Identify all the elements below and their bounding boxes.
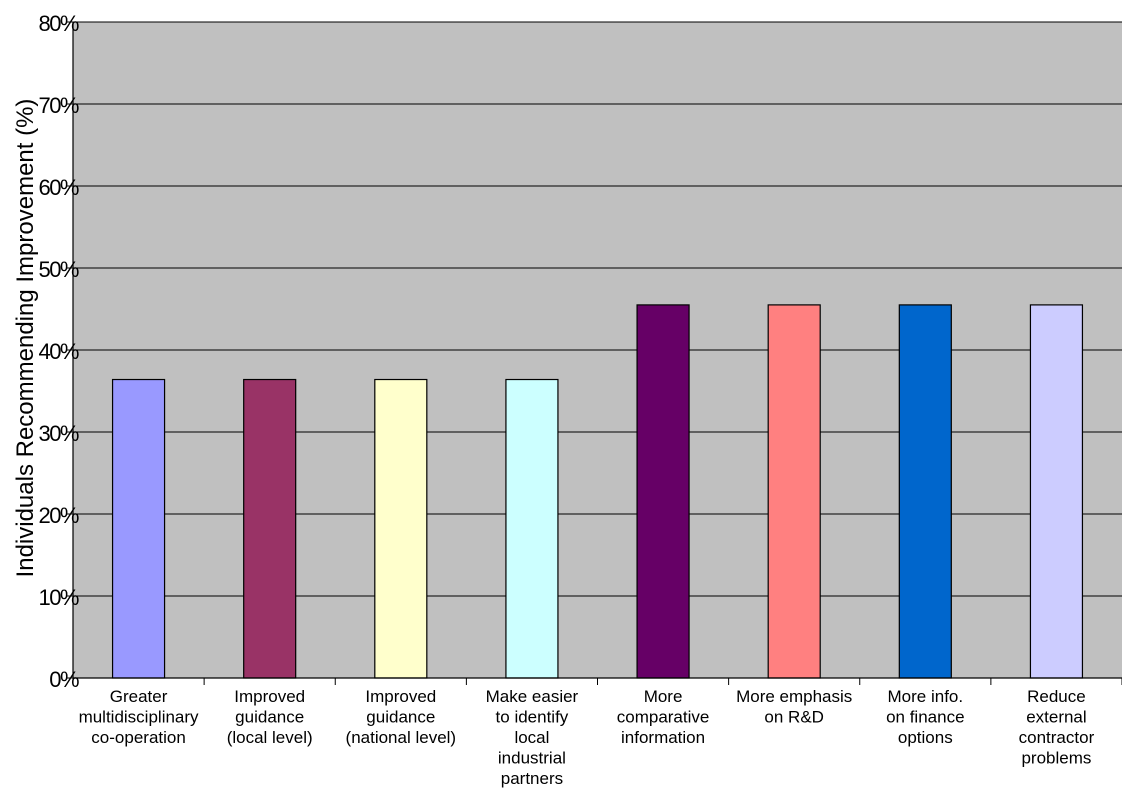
bar xyxy=(374,378,428,679)
y-tick-label: 0% xyxy=(49,667,79,692)
bar xyxy=(1029,304,1084,679)
y-tick-label: 60% xyxy=(38,175,78,200)
x-tick-label-line: Make easier xyxy=(486,687,579,706)
x-tick-label-line: information xyxy=(621,728,705,747)
x-tick-label-line: partners xyxy=(501,769,563,788)
bars xyxy=(111,304,1084,679)
x-tick-label-line: Improved xyxy=(365,687,436,706)
x-tick-label-line: local xyxy=(514,728,549,747)
bar xyxy=(636,304,690,679)
bar xyxy=(505,378,559,679)
y-axis-label: Individuals Recommending Improvement (%) xyxy=(12,99,39,578)
x-tick-label-line: Greater xyxy=(110,687,168,706)
x-tick-label-line: (national level) xyxy=(346,728,457,747)
category-labels: Greater multidisciplinary co-operation Impr… xyxy=(79,687,1095,788)
x-tick-label-line: contractor xyxy=(1019,728,1095,747)
x-tick-label-line: problems xyxy=(1021,749,1091,768)
x-tick-label: Reduce external contractor problems xyxy=(1019,687,1095,768)
x-tick-label: More info. on finance options xyxy=(886,687,964,747)
x-tick-label-line: More info. xyxy=(888,687,964,706)
x-tick-label-line: options xyxy=(898,728,953,747)
bar xyxy=(243,378,297,679)
y-tick-label: 40% xyxy=(38,339,78,364)
x-ticks xyxy=(72,678,1122,685)
x-tick-label-line: to identify xyxy=(496,708,569,727)
x-tick-label-line: guidance xyxy=(235,708,304,727)
y-ticks: 0% 10% 20% 30% 40% 50% 60% 70% 80% xyxy=(38,11,80,692)
y-tick-label: 80% xyxy=(38,11,78,36)
x-tick-label-line: (local level) xyxy=(227,728,313,747)
y-tick-label: 70% xyxy=(38,93,78,118)
x-tick-label-line: on R&D xyxy=(764,708,824,727)
x-tick-label-line: co-operation xyxy=(91,728,186,747)
x-tick-label: Improved guidance (national level) xyxy=(346,687,457,747)
bar xyxy=(111,378,166,679)
x-tick-label-line: Reduce xyxy=(1027,687,1086,706)
x-tick-label: Greater multidisciplinary co-operation xyxy=(79,687,199,747)
x-tick-label-line: multidisciplinary xyxy=(79,708,199,727)
x-tick-label: Improved guidance (local level) xyxy=(227,687,313,747)
x-tick-label-line: Improved xyxy=(234,687,305,706)
y-tick-label: 20% xyxy=(38,503,78,528)
x-tick-label-line: More xyxy=(644,687,683,706)
y-tick-label: 30% xyxy=(38,421,78,446)
x-tick-label-line: on finance xyxy=(886,708,964,727)
bar xyxy=(767,304,821,679)
x-tick-label-line: industrial xyxy=(498,749,566,768)
x-tick-label-line: comparative xyxy=(617,708,710,727)
x-tick-label: More comparative information xyxy=(617,687,710,747)
x-tick-label: Make easier to identify local industrial par… xyxy=(486,687,579,788)
x-tick-label-line: guidance xyxy=(366,708,435,727)
y-tick-label: 10% xyxy=(38,585,78,610)
x-tick-label: More emphasis on R&D xyxy=(736,687,852,727)
y-tick-label: 50% xyxy=(38,257,78,282)
x-tick-label-line: external xyxy=(1026,708,1086,727)
bar xyxy=(898,304,952,679)
x-tick-label-line: More emphasis xyxy=(736,687,852,706)
